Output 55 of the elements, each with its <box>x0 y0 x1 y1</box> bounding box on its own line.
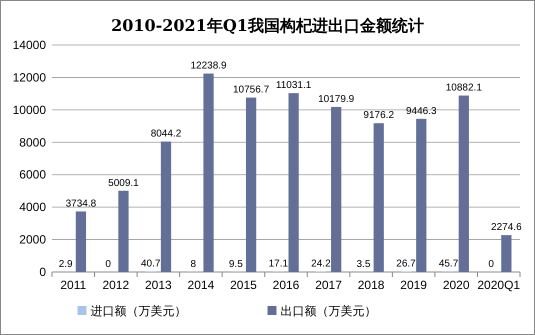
bar <box>76 211 86 272</box>
x-tick-label: 2013 <box>145 278 172 292</box>
data-label: 10179.9 <box>318 94 355 105</box>
data-label: 2.9 <box>58 258 74 270</box>
x-tick-label: 2018 <box>358 278 385 292</box>
legend-label: 出口额（万美元） <box>280 304 376 318</box>
data-label: 3734.8 <box>66 198 97 210</box>
y-tick-label: 10000 <box>12 102 46 117</box>
bar <box>288 93 299 272</box>
y-tick-label: 0 <box>39 265 46 279</box>
data-label: 3.5 <box>356 258 371 270</box>
y-tick-label: 4000 <box>19 200 46 214</box>
data-label: 0 <box>105 259 112 270</box>
bar <box>331 106 342 272</box>
x-tick-label: 2016 <box>272 278 300 292</box>
chart-title: 2010-2021年Q1我国构杞进出口金额统计 <box>111 16 424 35</box>
legend-label: 进口额（万美元） <box>90 304 186 318</box>
y-tick-label: 14000 <box>12 38 46 52</box>
data-label: 45.7 <box>438 258 459 270</box>
data-label: 11031.1 <box>276 80 312 92</box>
bar <box>374 123 384 272</box>
x-tick-label: 2017 <box>315 278 342 292</box>
bar <box>416 118 426 272</box>
y-tick-label: 8000 <box>19 135 46 150</box>
data-label: 9176.2 <box>363 110 394 122</box>
data-label: 0 <box>488 259 494 270</box>
bar <box>501 235 512 272</box>
data-label: 10756.7 <box>233 84 270 96</box>
data-label: 9.5 <box>228 258 244 270</box>
data-label: 10882.1 <box>446 82 482 94</box>
x-tick-label: 2019 <box>400 278 428 292</box>
data-label: 26.7 <box>396 258 416 270</box>
bar <box>458 96 469 272</box>
x-tick-label: 2012 <box>102 278 130 292</box>
bar <box>160 142 172 272</box>
data-label: 24.2 <box>311 258 332 270</box>
data-label: 5009.1 <box>108 178 140 189</box>
x-tick-label: 2020Q1 <box>477 278 520 292</box>
data-label: 2274.6 <box>491 222 522 234</box>
data-label: 8044.2 <box>150 128 182 140</box>
y-tick-label: 6000 <box>19 168 46 182</box>
y-tick-label: 2000 <box>19 232 46 247</box>
bar <box>203 74 214 272</box>
x-tick-label: 2020 <box>442 278 470 292</box>
data-label: 17.1 <box>268 258 289 270</box>
y-tick-label: 12000 <box>12 70 46 84</box>
bar <box>246 98 256 272</box>
data-label: 12238.9 <box>190 60 228 72</box>
x-tick-label: 2014 <box>188 278 215 292</box>
data-label: 8 <box>190 258 196 270</box>
bar <box>118 190 129 272</box>
data-label: 9446.3 <box>406 106 437 117</box>
x-tick-label: 2011 <box>60 278 86 292</box>
x-tick-label: 2015 <box>230 278 258 292</box>
data-label: 40.7 <box>140 258 161 270</box>
